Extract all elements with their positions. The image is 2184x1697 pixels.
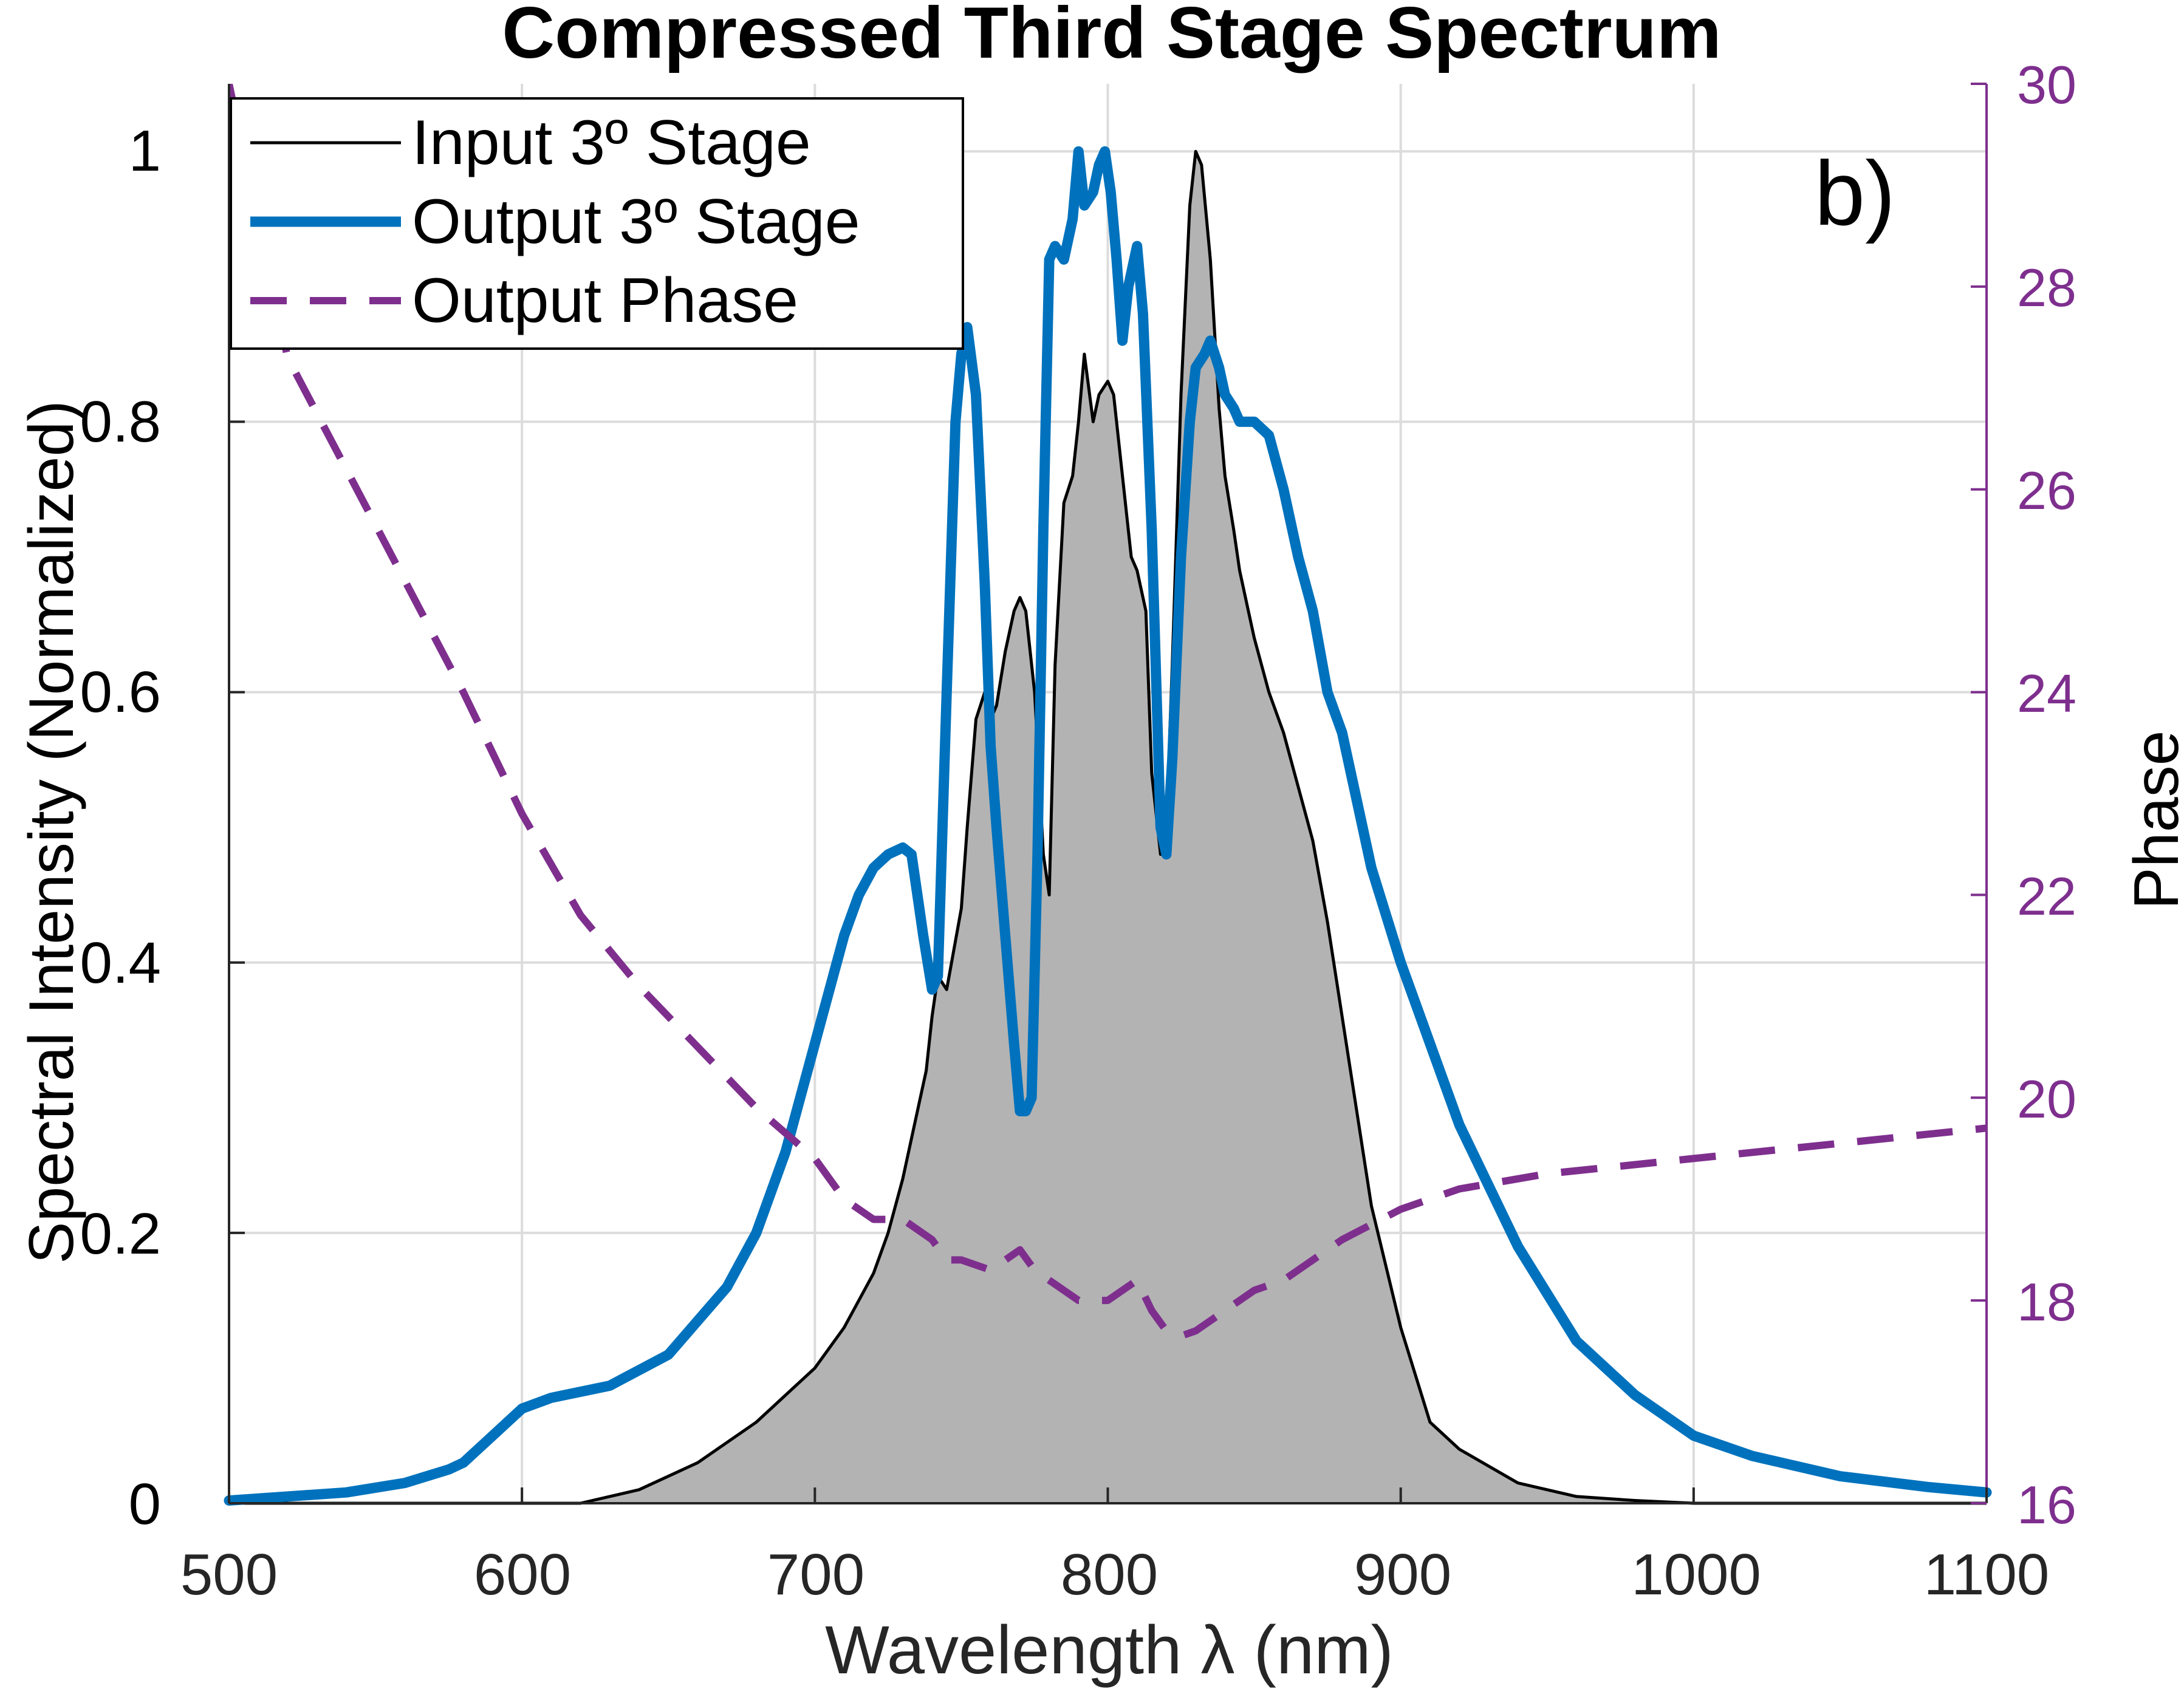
legend-label-input: Input 3º Stage — [412, 108, 811, 178]
y-tick-label: 1 — [129, 118, 161, 183]
legend-label-phase: Output Phase — [412, 265, 798, 336]
x-tick-label: 600 — [474, 1542, 571, 1607]
x-tick-label: 1100 — [1924, 1542, 2049, 1607]
y-tick-label: 0.6 — [80, 660, 161, 725]
x-tick-label: 900 — [1354, 1542, 1451, 1607]
y-right-tick-label: 22 — [2017, 866, 2076, 926]
x-tick-label: 800 — [1061, 1542, 1158, 1607]
input-spectrum-line — [229, 149, 1987, 1505]
y-tick-label: 0.4 — [80, 930, 161, 995]
x-axis-label: Wavelength λ (nm) — [825, 1612, 1394, 1688]
x-tick-label: 500 — [180, 1542, 278, 1607]
y-right-tick-label: 18 — [2017, 1272, 2076, 1332]
y-right-tick-label: 16 — [2017, 1475, 2076, 1535]
legend: Input 3º Stage Output 3º Stage Output Ph… — [230, 97, 964, 350]
x-tick-label: 700 — [767, 1542, 864, 1607]
y-right-tick-label: 24 — [2017, 663, 2076, 723]
y-tick-label: 0 — [129, 1472, 161, 1537]
y-axis-label: Spectral Intensity (Normalized) — [16, 400, 87, 1264]
plot-area — [224, 84, 1992, 1506]
legend-label-output: Output 3º Stage — [412, 186, 860, 257]
axes — [228, 83, 1988, 1504]
y-tick-label: 0.2 — [80, 1201, 161, 1266]
output-spectrum-line — [224, 146, 1992, 1506]
y-right-tick-label: 26 — [2017, 460, 2076, 521]
y-tick-label: 0.8 — [80, 389, 161, 454]
y-right-tick-label: 30 — [2017, 55, 2076, 115]
panel-label: b) — [1815, 142, 1895, 244]
y-right-tick-label: 20 — [2017, 1069, 2076, 1129]
y-right-tick-label: 28 — [2017, 258, 2076, 318]
x-tick-label: 1000 — [1631, 1542, 1761, 1607]
input-spectrum-fill — [229, 151, 1987, 1503]
output-phase-line — [229, 84, 1987, 1340]
chart-title: Compressed Third Stage Spectrum — [502, 0, 1721, 73]
y-right-axis-label: Phase — [2121, 731, 2184, 910]
